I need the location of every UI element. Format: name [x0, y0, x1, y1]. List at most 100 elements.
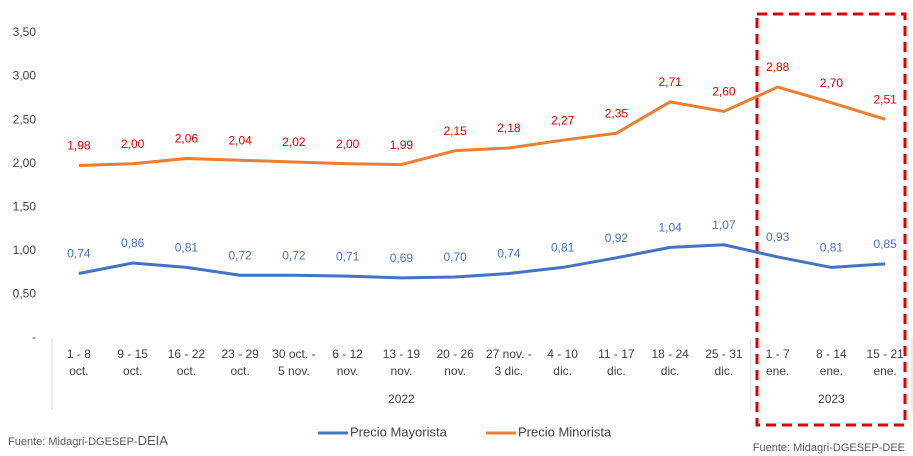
source-left: Fuente: Midagri-DGESEP-DEIA — [8, 433, 168, 448]
x-tick-label: 15 - 21 ene. — [866, 347, 904, 378]
data-label: 2,88 — [766, 60, 790, 74]
data-label: 2,70 — [820, 76, 844, 90]
x-tick-line: 27 nov. - — [486, 347, 532, 361]
y-tick-label: 2,00 — [13, 156, 37, 170]
x-tick-label: 20 - 26 nov. — [436, 347, 474, 378]
data-label: 0,85 — [873, 237, 897, 251]
data-label: 0,72 — [228, 248, 252, 262]
x-tick-label: 1 - 8 oct. — [67, 347, 91, 378]
data-label: 0,86 — [121, 236, 145, 250]
series-line — [78, 85, 886, 167]
x-tick-line: oct. — [230, 364, 249, 378]
data-label: 2,35 — [605, 106, 629, 120]
data-label: 2,60 — [712, 85, 736, 99]
y-tick-label: 1,00 — [13, 243, 37, 257]
data-label: 2,02 — [282, 135, 306, 149]
data-label: 0,74 — [497, 247, 521, 261]
y-tick-label: 2,50 — [13, 112, 37, 126]
data-label: 1,99 — [390, 138, 414, 152]
x-tick-line: 11 - 17 — [598, 347, 635, 361]
x-tick-line: 20 - 26 — [436, 347, 474, 361]
data-label: 1,04 — [658, 221, 682, 235]
x-tick-line: nov. — [337, 364, 359, 378]
x-tick-label: 6 - 12 nov. — [332, 347, 363, 378]
x-tick-label: 4 - 10 dic. — [547, 347, 578, 378]
data-label: 0,71 — [336, 249, 360, 263]
y-tick-label: 1,50 — [13, 199, 37, 213]
x-tick-line: 1 - 7 — [766, 347, 790, 361]
x-tick-label: 30 oct. - 5 nov. — [272, 347, 315, 378]
data-label: 2,04 — [228, 133, 252, 147]
x-tick-label: 27 nov. - 3 dic. — [486, 347, 532, 378]
x-tick-line: 5 nov. — [278, 364, 310, 378]
x-tick-line: 9 - 15 — [117, 347, 148, 361]
x-tick-line: 18 - 24 — [651, 347, 689, 361]
x-tick-label: 1 - 7 ene. — [766, 347, 790, 378]
data-label: 2,71 — [658, 75, 682, 89]
x-tick-line: 25 - 31 — [705, 347, 743, 361]
data-label: 0,69 — [390, 251, 414, 265]
x-tick-line: ene. — [766, 364, 789, 378]
x-tick-line: 23 - 29 — [221, 347, 259, 361]
x-tick-line: 4 - 10 — [547, 347, 578, 361]
x-group-label: 2022 — [388, 392, 415, 406]
x-tick-line: ene. — [873, 364, 896, 378]
x-group-label: 2023 — [818, 392, 845, 406]
data-label: 1,98 — [67, 139, 91, 153]
source-right: Fuente: Midagri-DGESEP-DEE — [753, 442, 905, 454]
source-text: Fuente: Midagri-DGESEP- — [8, 436, 138, 448]
x-tick-line: 15 - 21 — [866, 347, 904, 361]
x-tick-line: dic. — [607, 364, 626, 378]
x-tick-label: 13 - 19 nov. — [383, 347, 421, 378]
x-tick-line: 13 - 19 — [383, 347, 421, 361]
x-tick-line: 8 - 14 — [816, 347, 847, 361]
x-tick-label: 9 - 15 oct. — [117, 347, 148, 378]
x-tick-label: 25 - 31 dic. — [705, 347, 743, 378]
data-label: 2,00 — [121, 137, 145, 151]
legend-label: Precio Mayorista — [350, 424, 448, 439]
data-label: 2,51 — [873, 92, 897, 106]
x-tick-label: 18 - 24 dic. — [651, 347, 689, 378]
y-tick-label: 3,50 — [13, 25, 37, 39]
y-tick-label: 3,00 — [13, 69, 37, 83]
data-label: 2,06 — [175, 132, 199, 146]
data-label: 1,07 — [712, 218, 736, 232]
x-tick-label: 23 - 29 oct. — [221, 347, 259, 378]
x-tick-line: nov. — [444, 364, 466, 378]
data-label: 0,72 — [282, 248, 306, 262]
x-tick-line: 3 dic. — [495, 364, 524, 378]
data-label: 0,74 — [67, 247, 91, 261]
x-tick-line: ene. — [820, 364, 843, 378]
data-label: 2,18 — [497, 121, 521, 135]
x-tick-label: 11 - 17 dic. — [598, 347, 635, 378]
x-tick-line: dic. — [661, 364, 680, 378]
x-tick-label: 8 - 14 ene. — [816, 347, 847, 378]
x-tick-line: oct. — [123, 364, 142, 378]
data-label: 0,81 — [175, 241, 199, 255]
x-tick-label: 16 - 22 oct. — [168, 347, 206, 378]
x-tick-line: oct. — [69, 364, 88, 378]
y-tick-label: - — [32, 330, 36, 344]
data-label: 2,27 — [551, 113, 575, 127]
data-label: 0,81 — [820, 241, 844, 255]
series-line — [78, 243, 886, 280]
data-label: 2,15 — [443, 124, 467, 138]
x-tick-line: oct. — [177, 364, 196, 378]
legend-label: Precio Minorista — [518, 424, 612, 439]
highlight-box — [755, 12, 907, 427]
data-label: 0,70 — [443, 250, 467, 264]
x-tick-line: 6 - 12 — [332, 347, 363, 361]
source-emphasis: DEIA — [138, 433, 169, 448]
x-tick-line: nov. — [390, 364, 412, 378]
y-tick-label: 0,50 — [13, 287, 37, 301]
x-tick-line: dic. — [553, 364, 572, 378]
x-tick-line: dic. — [715, 364, 734, 378]
data-label: 0,81 — [551, 241, 575, 255]
x-tick-line: 16 - 22 — [168, 347, 206, 361]
data-label: 2,00 — [336, 137, 360, 151]
x-tick-line: 1 - 8 — [67, 347, 91, 361]
data-label: 0,93 — [766, 230, 790, 244]
x-tick-line: 30 oct. - — [272, 347, 315, 361]
data-label: 0,92 — [605, 231, 629, 245]
